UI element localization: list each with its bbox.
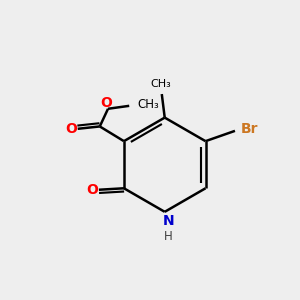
Text: O: O [86,183,98,197]
Text: O: O [100,97,112,110]
Text: CH₃: CH₃ [137,98,159,111]
Text: Br: Br [240,122,258,136]
Text: O: O [65,122,77,136]
Text: N: N [162,214,174,228]
Text: CH₃: CH₃ [150,79,171,89]
Text: H: H [164,230,172,242]
